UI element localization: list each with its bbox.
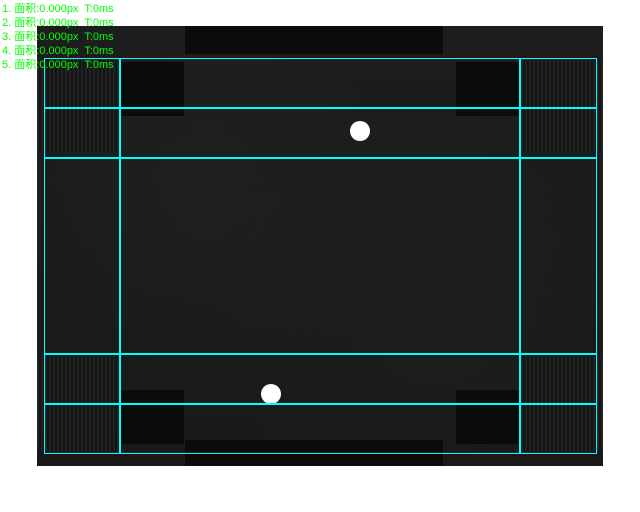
measurement-line: 5. 面积:0.000px T:0ms	[2, 58, 114, 72]
roi-box[interactable]	[120, 58, 520, 454]
inspection-canvas: 1. 面积:0.000px T:0ms2. 面积:0.000px T:0ms3.…	[0, 0, 640, 512]
roi-box[interactable]	[520, 58, 597, 454]
measurement-line: 4. 面积:0.000px T:0ms	[2, 44, 114, 58]
roi-box[interactable]	[44, 58, 120, 454]
measurement-line: 1. 面积:0.000px T:0ms	[2, 2, 114, 16]
measurement-line: 3. 面积:0.000px T:0ms	[2, 30, 114, 44]
dark-bar	[185, 26, 443, 54]
measurement-line: 2. 面积:0.000px T:0ms	[2, 16, 114, 30]
